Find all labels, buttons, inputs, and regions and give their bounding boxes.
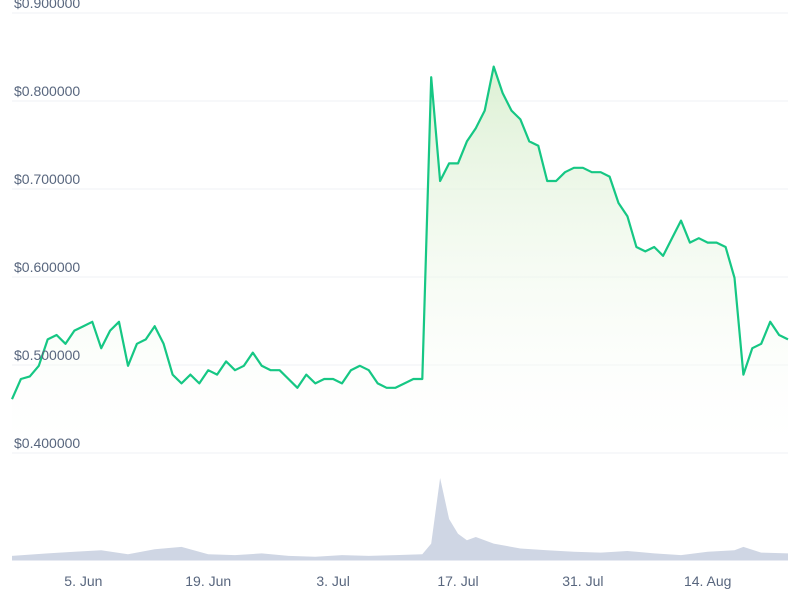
y-tick-label: $0.900000	[14, 0, 80, 11]
y-tick-label: $0.800000	[14, 83, 80, 99]
x-tick-label: 14. Aug	[684, 573, 732, 589]
price-series-line	[10, 65, 789, 400]
y-axis-labels: $0.400000 $0.500000 $0.600000 $0.700000 $0.8…	[14, 0, 80, 451]
y-tick-label: $0.600000	[14, 259, 80, 275]
x-tick-label: 17. Jul	[437, 573, 478, 589]
volume-area	[12, 478, 788, 561]
volume-shape	[12, 478, 788, 560]
y-tick-label: $0.400000	[14, 435, 80, 451]
x-tick-label: 19. Jun	[185, 573, 231, 589]
price-area	[12, 66, 788, 445]
price-area-fill	[12, 66, 788, 445]
y-tick-label: $0.500000	[14, 347, 80, 363]
y-tick-label: $0.700000	[14, 171, 80, 187]
x-axis-labels: 5. Jun 19. Jun 3. Jul 17. Jul 31. Jul 14. Aug	[64, 573, 731, 589]
x-tick-label: 31. Jul	[562, 573, 603, 589]
price-line	[10, 65, 789, 400]
x-tick-label: 3. Jul	[316, 573, 349, 589]
x-tick-label: 5. Jun	[64, 573, 102, 589]
